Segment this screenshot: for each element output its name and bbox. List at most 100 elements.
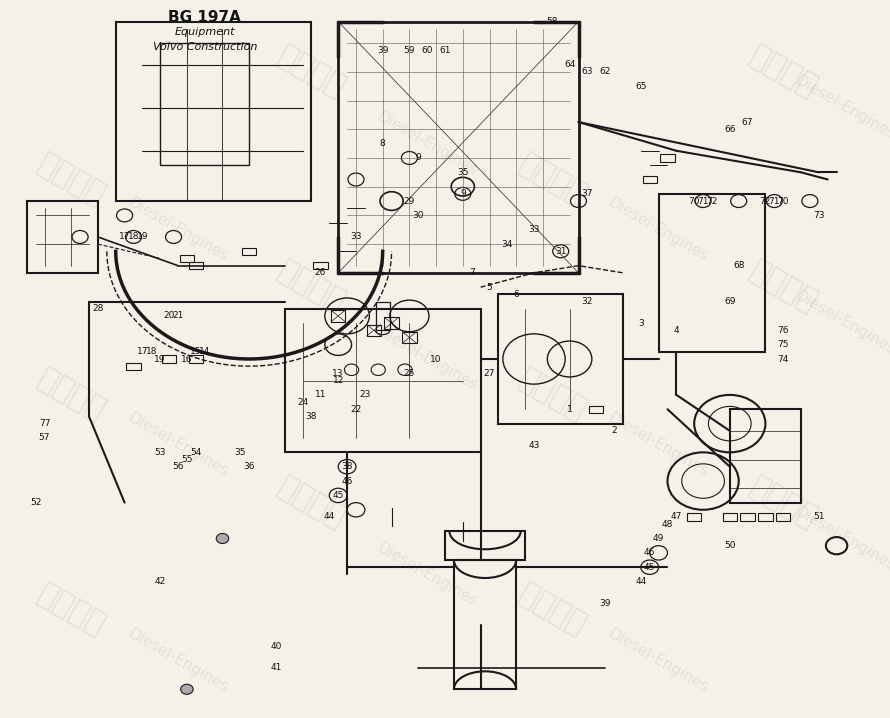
Text: 11: 11 <box>315 391 326 399</box>
Text: Diesel-Engines: Diesel-Engines <box>793 504 890 573</box>
Text: 66: 66 <box>724 125 735 134</box>
Text: 21: 21 <box>173 312 183 320</box>
Text: 40: 40 <box>271 642 281 651</box>
Bar <box>189 355 203 363</box>
Bar <box>313 262 328 269</box>
Text: 紫发动力: 紫发动力 <box>744 41 822 103</box>
Text: 27: 27 <box>484 369 495 378</box>
Text: 58: 58 <box>546 17 557 26</box>
Bar <box>454 560 516 689</box>
Text: 37: 37 <box>582 190 593 198</box>
Text: 55: 55 <box>182 455 192 464</box>
Bar <box>687 513 701 521</box>
Text: 5: 5 <box>487 283 492 292</box>
Text: 31: 31 <box>555 247 566 256</box>
Text: 44: 44 <box>324 513 335 521</box>
Text: 紫发动力: 紫发动力 <box>513 149 591 210</box>
Text: 63: 63 <box>582 67 593 76</box>
Text: 33: 33 <box>351 233 361 241</box>
Text: 71: 71 <box>769 197 780 205</box>
Bar <box>162 355 176 363</box>
Text: 47: 47 <box>671 513 682 521</box>
Text: 36: 36 <box>244 462 255 471</box>
Text: 紫发动力: 紫发动力 <box>513 579 591 641</box>
Text: Diesel-Engines: Diesel-Engines <box>375 109 480 178</box>
Text: 54: 54 <box>190 448 201 457</box>
Text: 紫发动力: 紫发动力 <box>513 364 591 426</box>
Text: 67: 67 <box>742 118 753 126</box>
Text: Diesel-Engines: Diesel-Engines <box>125 626 231 695</box>
Text: Diesel-Engines: Diesel-Engines <box>606 626 711 695</box>
Bar <box>659 194 765 352</box>
Text: 25: 25 <box>404 369 415 378</box>
Text: 72: 72 <box>707 197 717 205</box>
Text: 18: 18 <box>146 348 157 356</box>
Bar <box>776 513 790 521</box>
Text: 19: 19 <box>155 355 166 363</box>
Text: 34: 34 <box>502 240 513 248</box>
Text: 20: 20 <box>164 312 174 320</box>
Bar <box>384 317 399 329</box>
Bar <box>285 309 481 452</box>
Text: 29: 29 <box>404 197 415 205</box>
Bar <box>27 201 98 273</box>
Text: 紫发动力: 紫发动力 <box>272 41 351 103</box>
Text: Diesel-Engines: Diesel-Engines <box>793 73 890 142</box>
Text: 45: 45 <box>333 491 344 500</box>
Text: Diesel-Engines: Diesel-Engines <box>606 411 711 480</box>
Bar <box>402 332 417 343</box>
Bar <box>242 248 256 255</box>
Bar <box>740 513 755 521</box>
Bar <box>643 176 657 183</box>
Text: 35: 35 <box>457 168 468 177</box>
Text: 8: 8 <box>380 139 385 148</box>
Text: 76: 76 <box>778 326 789 335</box>
Text: 50: 50 <box>724 541 735 550</box>
Text: 77: 77 <box>39 419 50 428</box>
Text: 43: 43 <box>529 441 539 449</box>
Text: Diesel-Engines: Diesel-Engines <box>375 325 480 393</box>
Text: 4: 4 <box>674 326 679 335</box>
Text: 64: 64 <box>564 60 575 69</box>
Text: 59: 59 <box>404 46 415 55</box>
Text: 52: 52 <box>30 498 41 507</box>
Text: 48: 48 <box>662 520 673 528</box>
Bar <box>367 325 381 336</box>
Bar <box>180 255 194 262</box>
Text: 46: 46 <box>644 549 655 557</box>
Text: 15: 15 <box>190 348 201 356</box>
Text: Diesel-Engines: Diesel-Engines <box>375 540 480 609</box>
Text: 35: 35 <box>235 448 246 457</box>
Circle shape <box>216 533 229 544</box>
Text: 7: 7 <box>469 269 474 277</box>
Text: 39: 39 <box>600 599 611 607</box>
Text: 49: 49 <box>653 534 664 543</box>
Text: 紫发动力: 紫发动力 <box>272 472 351 533</box>
Text: 28: 28 <box>93 304 103 313</box>
Text: 32: 32 <box>582 297 593 306</box>
Circle shape <box>181 684 193 694</box>
Text: Equipment: Equipment <box>174 27 235 37</box>
Text: 42: 42 <box>155 577 166 586</box>
Text: 1: 1 <box>567 405 572 414</box>
Text: 26: 26 <box>315 269 326 277</box>
Text: 46: 46 <box>342 477 352 485</box>
Text: 51: 51 <box>813 513 824 521</box>
Text: 38: 38 <box>306 412 317 421</box>
Text: Diesel-Engines: Diesel-Engines <box>125 195 231 264</box>
Text: 9: 9 <box>460 190 465 198</box>
Bar <box>331 310 345 322</box>
Bar <box>376 302 390 330</box>
Bar <box>660 154 675 162</box>
Text: Diesel-Engines: Diesel-Engines <box>793 289 890 358</box>
Text: 18: 18 <box>128 233 139 241</box>
Text: 69: 69 <box>724 297 735 306</box>
Text: 44: 44 <box>635 577 646 586</box>
Bar <box>126 363 141 370</box>
Text: 16: 16 <box>182 355 192 363</box>
Bar <box>116 22 312 201</box>
Text: 紫发动力: 紫发动力 <box>272 256 351 318</box>
Bar <box>758 513 773 521</box>
Text: BG 197A: BG 197A <box>168 11 241 25</box>
Text: 12: 12 <box>333 376 344 385</box>
